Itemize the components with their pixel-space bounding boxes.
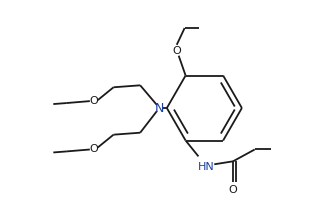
Text: N: N [155,102,165,115]
Text: O: O [89,145,98,154]
Text: O: O [228,185,237,195]
Text: HN: HN [198,162,215,172]
Text: O: O [89,96,98,106]
Text: O: O [172,46,181,56]
